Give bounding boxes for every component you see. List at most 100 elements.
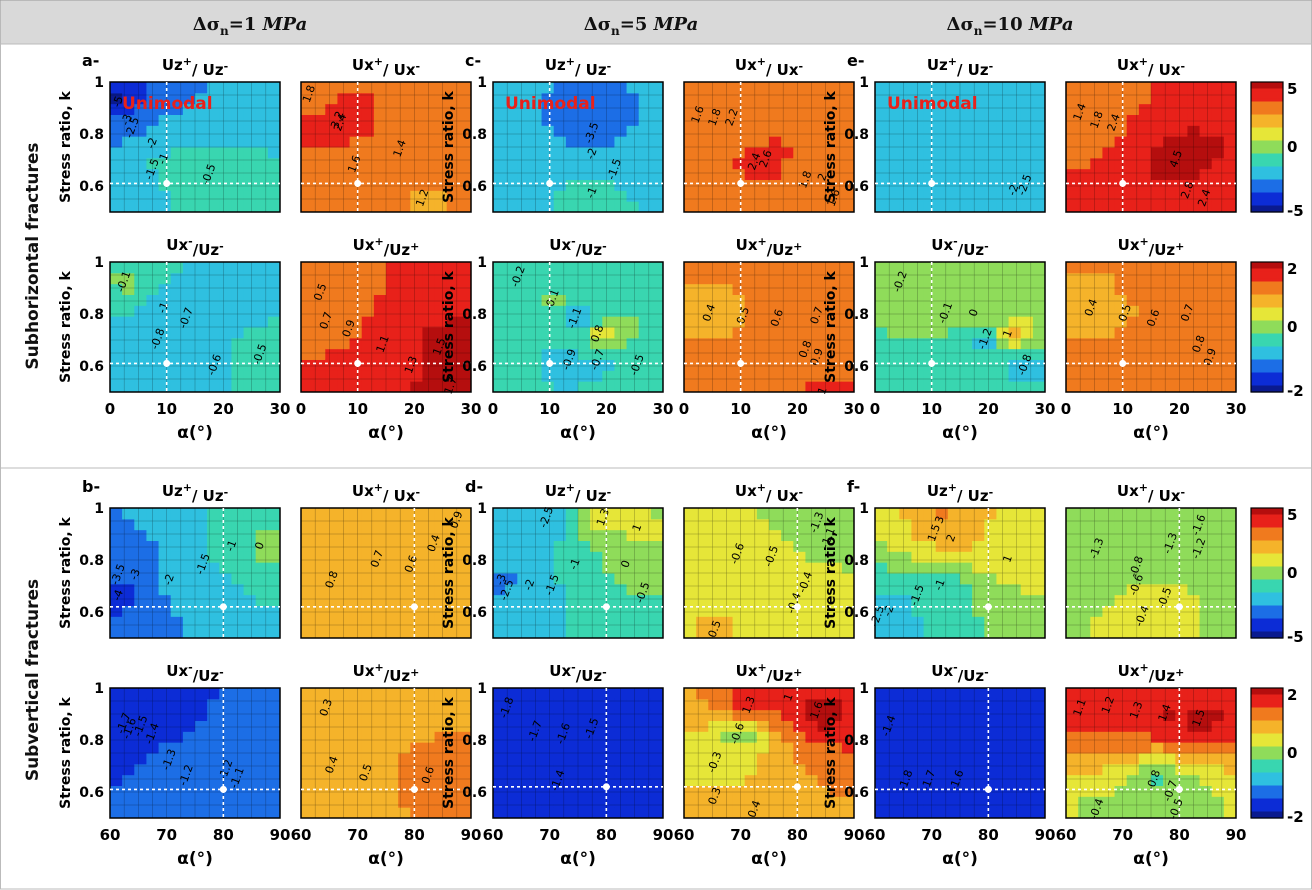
heatmap-cell [386, 316, 399, 328]
heatmap-cell [696, 698, 709, 711]
heatmap-cell [972, 262, 985, 274]
heatmap-cell [638, 157, 652, 170]
heatmap-cell [122, 305, 135, 317]
heatmap-cell [720, 763, 734, 776]
heatmap-cell [578, 272, 591, 285]
heatmap-cell [134, 125, 147, 137]
heatmap-cell [1187, 551, 1201, 563]
heatmap-cell [696, 381, 709, 393]
heatmap-cell [337, 627, 351, 639]
heatmap-cell [960, 807, 973, 819]
heatmap-cell [696, 529, 709, 541]
heatmap-cell [732, 294, 746, 306]
heatmap-cell [541, 583, 555, 596]
heatmap-cell [578, 709, 591, 721]
heatmap-cell [911, 316, 925, 328]
heatmap-cell [373, 327, 387, 339]
heatmap-cell [1008, 305, 1022, 317]
heatmap-cell [984, 136, 997, 148]
heatmap-cell [626, 763, 640, 776]
heatmap-cell [255, 763, 269, 776]
heatmap-cell [732, 114, 746, 126]
heatmap-cell [361, 742, 375, 754]
heatmap-cell [122, 82, 135, 94]
heatmap-cell [841, 698, 855, 711]
heatmap-cell [923, 731, 937, 743]
heatmap-cell [887, 283, 900, 295]
heatmap-cell [1008, 763, 1022, 776]
heatmap-cell [267, 688, 281, 700]
heatmap-cell [602, 294, 615, 306]
heatmap-cell [1008, 262, 1022, 274]
colorbar-min-label: -5 [1287, 628, 1304, 646]
contour-label: 1 [1000, 553, 1015, 564]
heatmap-cell [887, 605, 900, 617]
heatmap-cell [1020, 294, 1034, 306]
heatmap-cell [410, 381, 423, 393]
heatmap-cell [434, 262, 448, 274]
colorbar-swatch [1251, 208, 1283, 213]
heatmap-cell [373, 272, 387, 285]
heatmap-cell [110, 337, 123, 350]
heatmap-cell [243, 807, 257, 819]
heatmap-cell [434, 508, 448, 520]
heatmap-cell [626, 774, 640, 786]
heatmap-cell [732, 540, 746, 552]
heatmap-cell [134, 709, 147, 721]
heatmap-cell [361, 327, 375, 339]
heatmap-cell [1175, 583, 1188, 596]
heatmap-cell [911, 616, 925, 628]
heatmap-cell [446, 540, 460, 552]
colorbar-min-label: -2 [1287, 808, 1304, 826]
heatmap-cell [1066, 529, 1079, 541]
heatmap-cell [553, 763, 567, 776]
heatmap-cell [110, 305, 123, 317]
x-axis-label: α(°) [368, 423, 404, 443]
heatmap-cell [744, 294, 758, 306]
heatmap-cell [349, 294, 363, 306]
heatmap-cell [744, 283, 758, 295]
heatmap-cell [517, 283, 530, 295]
heatmap-cell [1211, 540, 1225, 552]
panel-22: Ux+/ Ux--1.6-1.3 -1.3 -1.2-0.8-0.6-0.5-0.4 [1065, 481, 1237, 639]
heatmap-cell [255, 114, 269, 126]
heatmap-cell [386, 157, 399, 170]
heatmap-cell [219, 201, 232, 213]
heatmap-cell [398, 731, 411, 743]
heatmap-cell [911, 562, 925, 574]
heatmap-cell [756, 529, 770, 541]
heatmap-cell [301, 179, 314, 191]
heatmap-cell [434, 157, 448, 170]
heatmap-cell [984, 262, 997, 274]
heatmap-cell [1199, 583, 1213, 596]
contour-label: 1 [630, 522, 645, 533]
heatmap-cell [769, 168, 782, 180]
heatmap-cell [398, 348, 411, 360]
colorbar-2: 20-2 [1250, 260, 1304, 400]
heatmap-cell [875, 763, 888, 776]
heatmap-cell [805, 272, 819, 285]
heatmap-cell [1032, 370, 1046, 382]
heatmap-cell [984, 731, 997, 743]
heatmap-cell [255, 168, 269, 180]
heatmap-cell [158, 381, 172, 393]
heatmap-cell [158, 305, 172, 317]
heatmap-cell [1138, 294, 1152, 306]
heatmap-cell [301, 529, 314, 541]
heatmap-field [684, 508, 855, 639]
heatmap-cell [1020, 381, 1034, 393]
heatmap-cell [337, 720, 351, 732]
heatmap-cell [158, 529, 172, 541]
heatmap-cell [422, 796, 436, 808]
heatmap-cell [1008, 774, 1022, 786]
heatmap-cell [817, 688, 831, 700]
heatmap-cell [590, 125, 603, 137]
heatmap-cell [638, 562, 652, 574]
heatmap-cell [911, 262, 925, 274]
heatmap-cell [614, 179, 628, 191]
heatmap-cell [1199, 327, 1213, 339]
heatmap-cell [195, 540, 208, 552]
heatmap-cell [996, 583, 1010, 596]
heatmap-cell [708, 508, 721, 520]
heatmap-cell [146, 103, 160, 115]
